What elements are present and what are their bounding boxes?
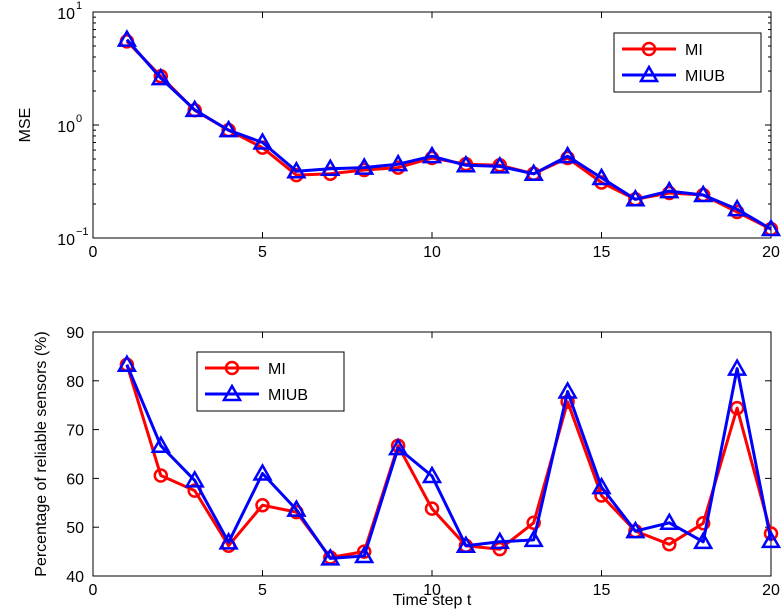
y-tick-label: 40 <box>66 569 84 586</box>
x-tick-label: 5 <box>258 244 267 261</box>
legend-marker <box>641 41 657 57</box>
data-point <box>760 218 782 237</box>
data-point <box>255 497 270 513</box>
data-point <box>150 435 171 453</box>
data-point <box>286 499 307 517</box>
data-point <box>760 530 782 549</box>
data-point <box>591 167 612 186</box>
data-point <box>693 184 714 203</box>
y-axis-label: Percentage of reliable sensors (%) <box>33 331 50 576</box>
data-point <box>184 99 205 118</box>
data-point <box>557 381 578 399</box>
data-point <box>455 154 477 173</box>
data-point <box>153 468 169 483</box>
legend-label: MI <box>685 42 703 59</box>
data-point <box>625 188 646 207</box>
data-point <box>421 145 443 164</box>
x-tick-label: 5 <box>258 582 267 599</box>
y-axis-label: MSE <box>17 108 34 143</box>
data-point <box>523 163 544 182</box>
chart-panel-2: 0 5 10 15 20 40 50 60 70 80 90 Percentage of reliab… <box>33 325 782 609</box>
data-point <box>625 520 646 539</box>
data-point <box>252 463 273 481</box>
data-point <box>218 119 239 138</box>
x-tick-label: 10 <box>423 244 441 261</box>
y-tick-base: 10 <box>57 232 75 249</box>
legend-label: MIUB <box>268 387 308 404</box>
data-point <box>662 537 677 552</box>
x-tick-label: 20 <box>762 582 780 599</box>
y-tick-exponent: 0 <box>76 113 82 125</box>
y-tick-label: 10 <box>57 119 75 136</box>
data-point <box>116 354 138 372</box>
y-tick-label: 80 <box>66 374 84 391</box>
data-point <box>150 67 171 86</box>
y-tick-base: 10 <box>57 6 75 23</box>
legend-marker <box>224 360 240 376</box>
data-point <box>489 155 510 174</box>
data-point <box>659 512 680 531</box>
data-point <box>523 529 544 548</box>
data-point <box>455 535 477 553</box>
data-point <box>591 476 612 495</box>
legend: MI MIUB <box>196 351 345 412</box>
y-tick-label: 90 <box>66 325 84 342</box>
data-point <box>421 465 443 484</box>
data-point <box>729 400 745 416</box>
y-tick-label: 10 <box>57 232 75 249</box>
x-tick-label: 0 <box>89 582 98 599</box>
data-point <box>693 531 714 550</box>
legend-label: MIUB <box>685 68 725 85</box>
data-point <box>354 157 375 175</box>
legend-marker <box>221 383 243 402</box>
data-point <box>726 198 748 217</box>
x-tick-label: 10 <box>423 582 441 599</box>
series-mi <box>119 357 779 565</box>
data-point <box>184 469 205 488</box>
data-point <box>489 531 510 550</box>
legend-marker <box>638 64 660 83</box>
data-point <box>424 501 440 516</box>
y-tick-label: 50 <box>66 520 84 537</box>
data-point <box>726 358 748 376</box>
y-tick-exponent: −1 <box>76 226 89 238</box>
y-tick-label: 70 <box>66 423 84 440</box>
data-point <box>320 547 341 566</box>
x-tick-label: 15 <box>593 582 611 599</box>
y-tick-base: 10 <box>57 119 75 136</box>
legend-box <box>613 32 762 93</box>
y-tick-label: 60 <box>66 471 84 488</box>
legend-box <box>196 351 345 412</box>
data-point <box>320 158 341 177</box>
x-tick-label: 15 <box>593 244 611 261</box>
data-point <box>526 515 541 531</box>
data-point <box>557 145 578 164</box>
data-point <box>387 153 409 172</box>
data-point <box>218 531 239 550</box>
y-tick-exponent: 1 <box>76 0 82 12</box>
data-point <box>252 131 273 150</box>
data-point <box>387 437 409 456</box>
x-tick-label: 20 <box>762 244 780 261</box>
data-point <box>659 180 680 199</box>
x-axis-label: Time step t <box>393 592 472 609</box>
y-tick-label: 10 <box>57 6 75 23</box>
data-point <box>354 545 375 564</box>
data-point <box>286 160 307 179</box>
data-point <box>695 516 711 531</box>
x-tick-label: 0 <box>89 244 98 261</box>
legend-label: MI <box>268 361 286 378</box>
series-miub <box>116 354 782 566</box>
data-point <box>116 29 138 47</box>
legend: MI MIUB <box>613 32 762 93</box>
series-miub <box>116 29 782 237</box>
